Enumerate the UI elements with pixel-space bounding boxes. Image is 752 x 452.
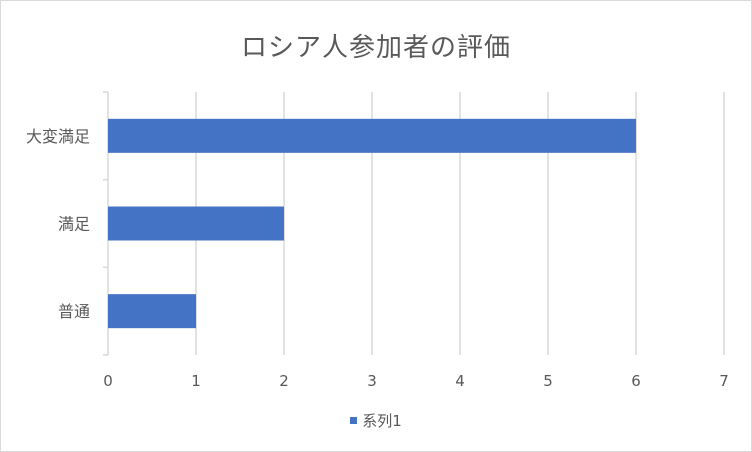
legend-swatch <box>350 417 358 424</box>
category-label: 大変満足 <box>26 127 90 146</box>
bar <box>108 206 284 241</box>
x-tick-label: 1 <box>191 372 201 390</box>
x-tick-label: 2 <box>279 372 289 390</box>
bars <box>108 118 636 329</box>
x-tick-label: 4 <box>455 372 465 390</box>
x-tick-label: 6 <box>631 372 641 390</box>
bar <box>108 294 196 329</box>
x-tick-label: 3 <box>367 372 377 390</box>
x-tick-label: 7 <box>719 372 729 390</box>
category-label: 普通 <box>58 302 90 321</box>
chart-title: ロシア人参加者の評価 <box>240 33 511 63</box>
value-axis-tick-labels: 0 1 2 3 4 5 6 7 <box>103 372 729 390</box>
category-label: 満足 <box>58 215 90 234</box>
bar <box>108 118 636 153</box>
legend: 系列1 <box>1 410 751 431</box>
x-tick-label: 0 <box>103 372 113 390</box>
category-axis <box>103 91 109 356</box>
x-tick-label: 5 <box>543 372 553 390</box>
legend-series-label: 系列1 <box>362 412 402 430</box>
